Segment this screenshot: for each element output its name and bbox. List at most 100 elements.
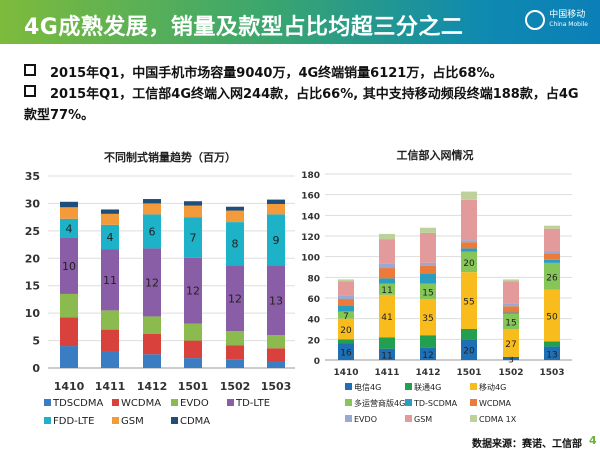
bar-segment — [338, 295, 354, 300]
y-tick-label: 10 — [25, 307, 41, 320]
bar-segment — [379, 348, 395, 360]
bar-segment — [143, 333, 161, 355]
bar-segment — [544, 225, 560, 229]
x-tick-label: 1411 — [374, 368, 399, 378]
legend-label: WCDMA — [479, 399, 512, 408]
bar-segment — [143, 354, 161, 368]
legend-swatch — [345, 399, 352, 406]
page-number: 4 — [589, 434, 597, 447]
bar-segment — [60, 317, 78, 347]
bar-segment — [461, 191, 477, 200]
bar-segment — [544, 346, 560, 360]
bar-segment — [101, 329, 119, 352]
legend-label: GSM — [121, 416, 144, 427]
data-source: 数据来源：赛诺、工信部 — [472, 439, 582, 450]
bar-segment — [60, 207, 78, 219]
data-label: 15 — [505, 318, 516, 328]
bar-segment — [60, 201, 78, 208]
bar-segment — [461, 329, 477, 340]
bar-segment — [420, 273, 436, 284]
x-tick-label: 1410 — [54, 380, 85, 393]
bar-segment — [461, 248, 477, 252]
bar-segment — [143, 248, 161, 317]
bar-segment — [461, 251, 477, 273]
data-label: 50 — [546, 313, 558, 323]
bar-segment — [101, 249, 119, 311]
bar-segment — [379, 263, 395, 269]
data-label: 11 — [381, 286, 392, 296]
legend-swatch — [345, 415, 352, 422]
bar-segment — [184, 340, 202, 359]
bar-segment — [544, 251, 560, 254]
x-tick-label: 1503 — [539, 368, 564, 378]
bar-segment — [226, 265, 244, 332]
y-tick-label: 80 — [307, 274, 320, 284]
data-label: 8 — [232, 238, 239, 251]
bar-segment — [461, 242, 477, 249]
legend-swatch — [44, 417, 51, 424]
bar-segment — [420, 232, 436, 263]
bar-segment — [338, 305, 354, 312]
bar-segment — [267, 214, 285, 266]
legend-swatch — [405, 383, 412, 390]
bullet-1: 2015年Q1，中国手机市场容量9040万，4G终端销量6121万，占比68%。 — [24, 63, 502, 84]
bar-segment — [338, 339, 354, 344]
bar-segment — [461, 339, 477, 360]
legend-label: TD-SCDMA — [413, 399, 458, 408]
data-label: 3 — [508, 355, 514, 365]
bar-segment — [338, 299, 354, 306]
legend-swatch — [470, 415, 477, 422]
bar-segment — [184, 201, 202, 206]
legend-label: TD-LTE — [235, 398, 270, 409]
data-label: 12 — [145, 276, 159, 289]
slide-title: 4G成熟发展，销量及款型占比均超三分之二 — [24, 15, 464, 40]
x-tick-label: 1412 — [137, 380, 168, 393]
data-label: 4 — [66, 222, 73, 235]
y-tick-label: 160 — [301, 192, 320, 202]
x-tick-label: 1503 — [261, 380, 292, 393]
bar-segment — [544, 341, 560, 347]
bullet-square-icon — [24, 85, 36, 97]
bar-segment — [338, 279, 354, 282]
y-tick-label: 40 — [307, 316, 320, 326]
legend-swatch — [405, 415, 412, 422]
legend-label: CDMA 1X — [479, 415, 517, 424]
bar-segment — [503, 313, 519, 329]
legend-swatch — [405, 399, 412, 406]
legend-swatch — [470, 383, 477, 390]
data-label: 16 — [340, 349, 352, 359]
y-tick-label: 0 — [314, 357, 320, 367]
bar-segment — [544, 259, 560, 263]
y-tick-label: 0 — [32, 362, 40, 375]
bar-segment — [184, 205, 202, 218]
bullet-text: 2015年Q1，中国手机市场容量9040万，4G终端销量6121万，占比68%。 — [50, 66, 503, 81]
legend-swatch — [171, 417, 178, 424]
bar-segment — [379, 268, 395, 279]
bar-segment — [267, 348, 285, 362]
data-label: 10 — [62, 260, 76, 273]
bullet-square-icon — [24, 64, 36, 76]
data-label: 12 — [422, 351, 433, 361]
y-tick-label: 25 — [25, 225, 40, 238]
data-label: 12 — [228, 292, 242, 305]
bar-segment — [143, 214, 161, 249]
bar-segment — [544, 228, 560, 252]
bar-segment — [503, 312, 519, 314]
legend-label: 联通4G — [414, 382, 441, 392]
china-mobile-logo: 中国移动 China Mobile — [525, 10, 588, 30]
y-tick-label: 30 — [25, 197, 41, 210]
bar-segment — [60, 218, 78, 238]
legend-swatch — [112, 399, 119, 406]
bar-segment — [503, 356, 519, 360]
bar-segment — [420, 283, 436, 300]
y-tick-label: 5 — [32, 335, 40, 348]
legend-label: TDSCDMA — [52, 398, 103, 409]
bar-segment — [544, 262, 560, 290]
y-tick-label: 100 — [301, 254, 320, 264]
bar-segment — [143, 199, 161, 204]
legend-label: FDD-LTE — [53, 416, 94, 427]
data-label: 35 — [422, 314, 433, 324]
bar-segment — [101, 351, 119, 368]
x-tick-label: 1412 — [415, 368, 440, 378]
